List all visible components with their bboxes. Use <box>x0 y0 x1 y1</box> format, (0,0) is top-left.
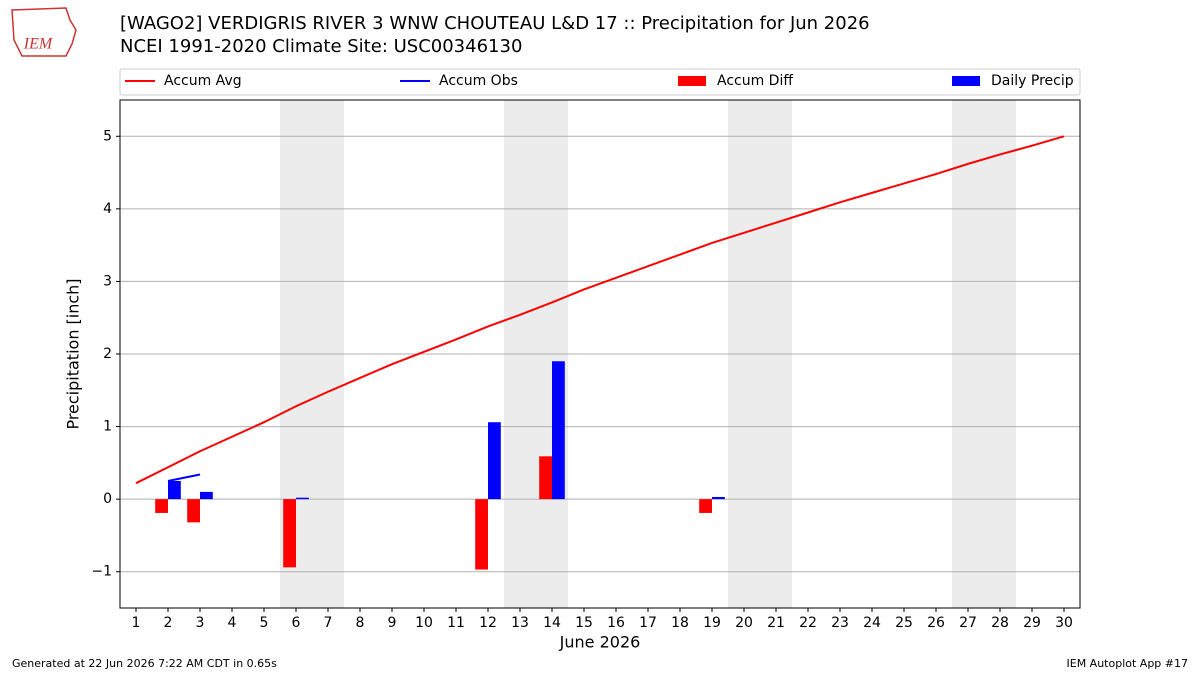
y-axis-label: Precipitation [inch] <box>64 278 83 429</box>
y-tick-label: 3 <box>103 273 112 289</box>
chart-title: [WAGO2] VERDIGRIS RIVER 3 WNW CHOUTEAU L… <box>120 13 870 34</box>
x-tick-label: 25 <box>895 615 913 631</box>
bar <box>296 497 309 500</box>
x-tick-label: 23 <box>831 615 849 631</box>
legend-swatch <box>952 76 980 86</box>
x-axis-label: June 2026 <box>559 633 641 652</box>
legend-label: Daily Precip <box>991 73 1074 89</box>
bar <box>200 491 213 500</box>
x-tick-label: 22 <box>799 615 817 631</box>
x-tick-label: 18 <box>671 615 689 631</box>
bar <box>712 496 725 500</box>
bar <box>699 499 712 513</box>
bar <box>155 499 168 513</box>
x-tick-label: 14 <box>543 615 561 631</box>
y-tick-label: 0 <box>103 491 112 507</box>
x-tick-label: 29 <box>1023 615 1041 631</box>
x-tick-label: 5 <box>260 615 269 631</box>
x-tick-label: 28 <box>991 615 1009 631</box>
logo: IEM <box>11 7 77 57</box>
bar <box>552 361 565 500</box>
footer-right: IEM Autoplot App #17 <box>1067 657 1189 670</box>
legend-box <box>119 68 1081 96</box>
footer-left: Generated at 22 Jun 2026 7:22 AM CDT in … <box>12 657 277 670</box>
line <box>167 473 201 482</box>
x-tick-label: 13 <box>511 615 529 631</box>
x-tick-label: 27 <box>959 615 977 631</box>
x-tick-label: 10 <box>415 615 433 631</box>
bar <box>488 422 501 500</box>
x-tick-label: 4 <box>228 615 237 631</box>
bar <box>539 456 552 500</box>
legend-label: Accum Avg <box>164 73 242 89</box>
x-tick-label: 8 <box>356 615 365 631</box>
x-tick-label: 21 <box>767 615 785 631</box>
bar <box>187 499 200 523</box>
x-tick-label: 1 <box>132 615 141 631</box>
x-tick-label: 12 <box>479 615 497 631</box>
plot-frame <box>119 99 1081 609</box>
x-tick-label: 11 <box>447 615 465 631</box>
x-tick-label: 20 <box>735 615 753 631</box>
x-tick-label: 17 <box>639 615 657 631</box>
bar <box>168 481 181 500</box>
y-tick-label: 4 <box>103 201 112 217</box>
x-tick-label: 16 <box>607 615 625 631</box>
legend-label: Accum Obs <box>439 73 518 89</box>
line <box>135 135 1065 485</box>
x-tick-label: 3 <box>196 615 205 631</box>
x-tick-label: 15 <box>575 615 593 631</box>
x-tick-label: 26 <box>927 615 945 631</box>
x-tick-label: 2 <box>164 615 173 631</box>
chart-subtitle: NCEI 1991-2020 Climate Site: USC00346130 <box>120 36 522 57</box>
y-tick-label: 2 <box>103 346 112 362</box>
x-tick-label: 9 <box>388 615 397 631</box>
legend-label: Accum Diff <box>717 73 793 89</box>
x-tick-label: 19 <box>703 615 721 631</box>
x-tick-label: 24 <box>863 615 881 631</box>
y-tick-label: 5 <box>103 128 112 144</box>
y-tick-label: 1 <box>103 419 112 435</box>
x-tick-label: 30 <box>1055 615 1073 631</box>
x-tick-label: 7 <box>324 615 333 631</box>
legend-swatch <box>678 76 706 86</box>
logo-text: IEM <box>23 36 54 53</box>
bar <box>283 499 296 568</box>
y-tick-label: −1 <box>91 564 112 580</box>
bar <box>475 499 488 570</box>
x-tick-label: 6 <box>292 615 301 631</box>
